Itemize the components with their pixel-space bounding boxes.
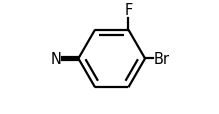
Text: N: N [50,52,61,66]
Text: F: F [124,3,132,18]
Text: Br: Br [153,52,169,66]
